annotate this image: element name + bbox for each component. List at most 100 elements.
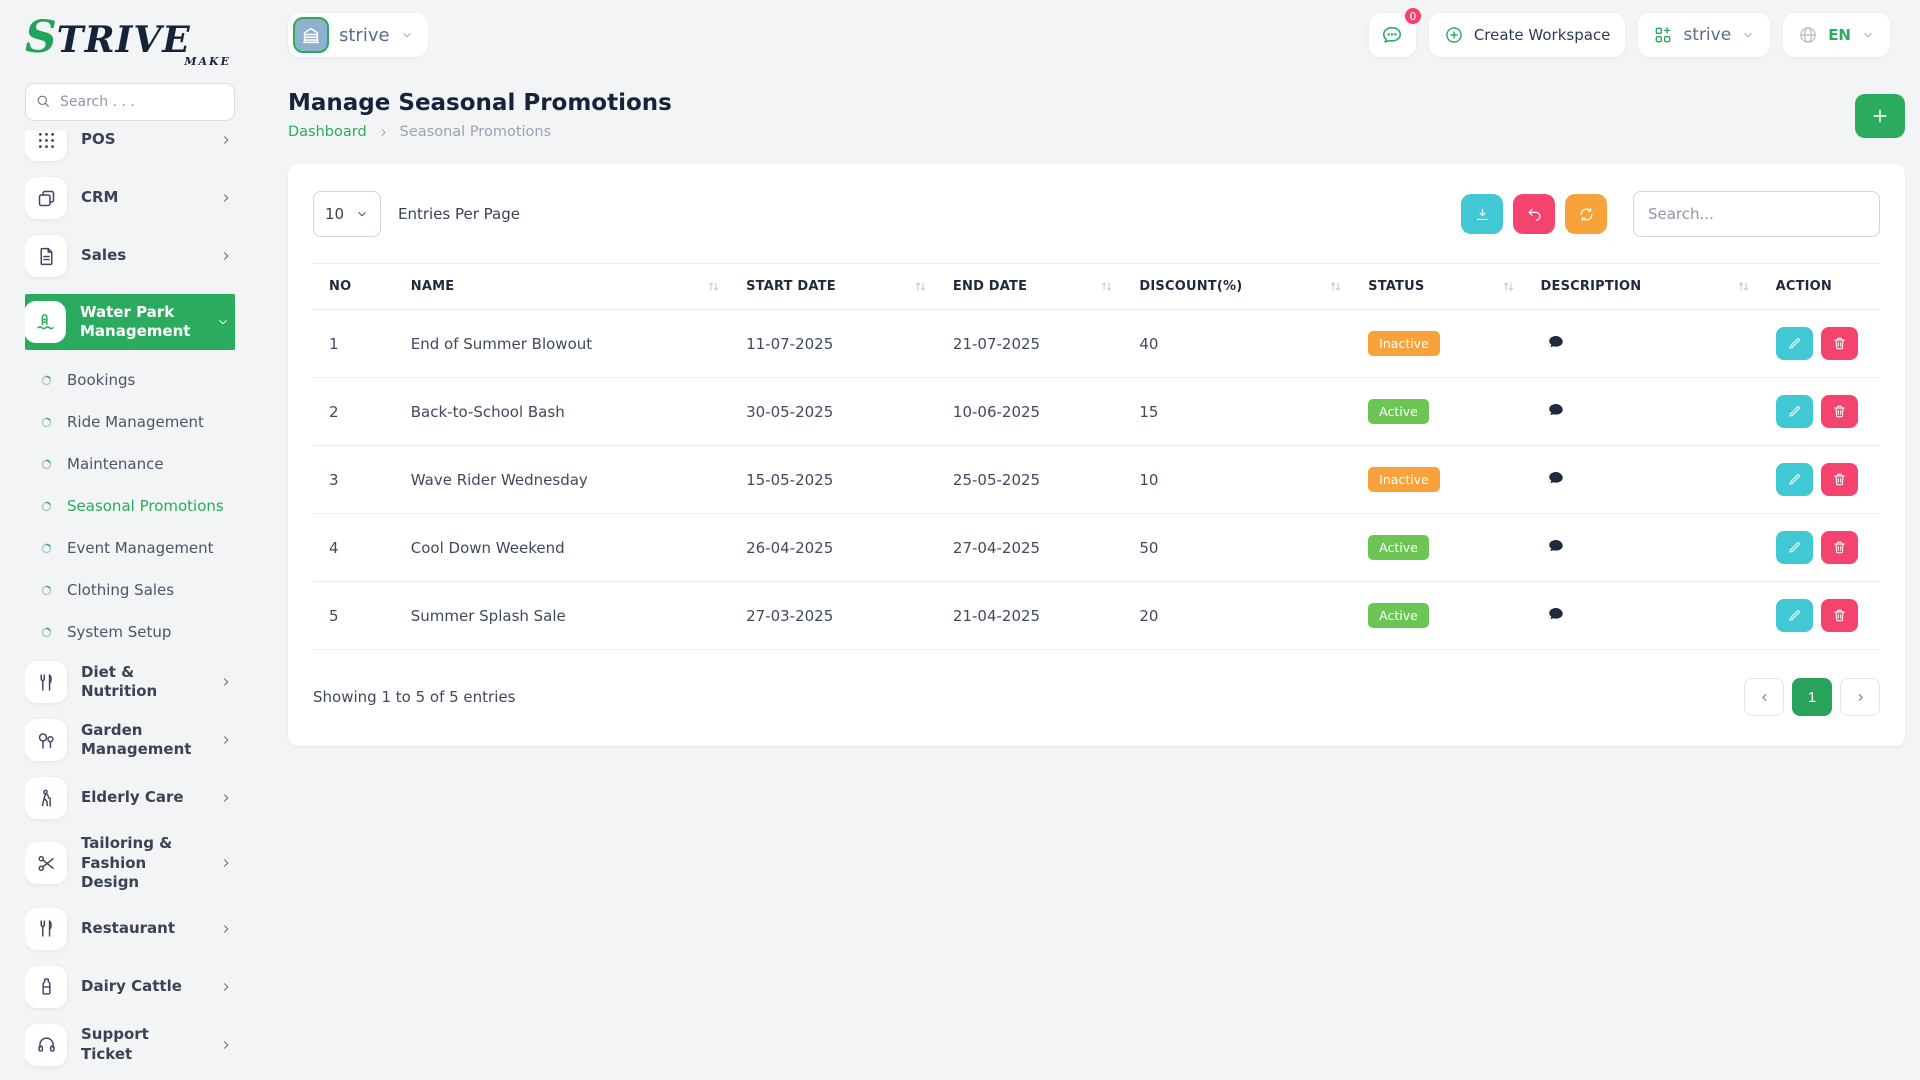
sidebar-subitem-bookings[interactable]: Bookings	[25, 360, 235, 400]
cell-status: Inactive	[1358, 445, 1531, 514]
column-header-discount[interactable]: DISCOUNT(%)	[1129, 263, 1359, 310]
workspace-selector[interactable]: strive	[288, 13, 428, 57]
sidebar-item-label: Elderly Care	[81, 788, 184, 807]
chat-button[interactable]: 0	[1368, 6, 1423, 57]
delete-button[interactable]	[1820, 599, 1858, 632]
trees-icon	[25, 719, 67, 761]
column-header-status[interactable]: STATUS	[1358, 263, 1531, 310]
topbar: strive 0 Create Workspace strive	[259, 0, 1920, 70]
edit-button[interactable]	[1775, 463, 1813, 496]
delete-button[interactable]	[1820, 327, 1858, 360]
cell-action	[1765, 445, 1880, 514]
cell-status: Active	[1358, 581, 1531, 650]
column-header-start-date[interactable]: START DATE	[736, 263, 943, 310]
sidebar-item-dairy-cattle[interactable]: Dairy Cattle	[25, 965, 235, 1009]
edit-button[interactable]	[1775, 327, 1813, 360]
sidebar-subitem-seasonal-promotions[interactable]: Seasonal Promotions	[25, 486, 235, 526]
pagination-page-1-button[interactable]: 1	[1792, 678, 1832, 716]
sidebar-subitem-label: Clothing Sales	[67, 581, 175, 599]
sidebar-item-pos[interactable]: POS	[25, 131, 235, 162]
sidebar-subitem-event-management[interactable]: Event Management	[25, 528, 235, 568]
sidebar-subitem-system-setup[interactable]: System Setup	[25, 612, 235, 652]
sidebar-subitem-label: Bookings	[67, 371, 136, 389]
circle-bullet-icon	[40, 584, 53, 597]
column-header-name[interactable]: NAME	[400, 263, 737, 310]
sidebar-item-label: Diet & Nutrition	[81, 662, 158, 701]
workspace-switcher[interactable]: strive	[1638, 13, 1771, 57]
table-row: 3 Wave Rider Wednesday 15-05-2025 25-05-202…	[313, 445, 1880, 514]
cell-end-date: 21-07-2025	[942, 309, 1130, 378]
breadcrumb-dashboard-link[interactable]: Dashboard	[288, 124, 367, 140]
table-head: NO NAME START DATE END DATE DISCOUNT(%) STATU…	[313, 263, 1880, 310]
table-search-input[interactable]	[1633, 191, 1880, 237]
table-row: 1 End of Summer Blowout 11-07-2025 21-07-20…	[313, 309, 1880, 378]
search-icon	[35, 93, 51, 109]
sidebar-item-crm[interactable]: CRM	[25, 176, 235, 220]
sidebar-subitem-clothing-sales[interactable]: Clothing Sales	[25, 570, 235, 610]
entries-controls: 10 Entries Per Page	[313, 191, 520, 237]
scissors-icon	[25, 842, 67, 885]
column-header-end-date[interactable]: END DATE	[942, 263, 1130, 310]
description-bubble-icon[interactable]	[1541, 333, 1565, 351]
refresh-button[interactable]	[1565, 194, 1607, 234]
sidebar-item-water-park-management[interactable]: Water Park Management	[25, 294, 235, 350]
cell-no: 4	[313, 513, 401, 582]
cell-no: 2	[313, 377, 401, 446]
description-bubble-icon[interactable]	[1541, 537, 1565, 555]
sort-arrows-icon[interactable]	[1100, 280, 1119, 293]
entries-per-page-select[interactable]: 10	[313, 191, 381, 237]
sidebar-item-elderly-care[interactable]: Elderly Care	[25, 776, 235, 820]
description-bubble-icon[interactable]	[1541, 605, 1565, 623]
sidebar-item-diet-nutrition[interactable]: Diet & Nutrition	[25, 660, 235, 704]
edit-button[interactable]	[1775, 599, 1813, 632]
add-promotion-button[interactable]	[1855, 94, 1905, 138]
pagination-prev-button[interactable]	[1744, 678, 1784, 716]
sidebar-item-restaurant[interactable]: Restaurant	[25, 907, 235, 951]
sidebar-item-label: Water Park Management	[80, 302, 191, 341]
cell-end-date: 10-06-2025	[942, 377, 1130, 446]
sidebar-item-tailoring-fashion-design[interactable]: Tailoring & Fashion Design	[25, 834, 235, 893]
sidebar-subitem-ride-management[interactable]: Ride Management	[25, 402, 235, 442]
cell-action	[1765, 309, 1880, 378]
sidebar-item-sales[interactable]: Sales	[25, 234, 235, 278]
chevron-down-icon	[1741, 28, 1755, 42]
sidebar-item-support-ticket[interactable]: Support Ticket	[25, 1023, 235, 1067]
cell-end-date: 21-04-2025	[942, 581, 1130, 650]
delete-button[interactable]	[1820, 463, 1858, 496]
sort-arrows-icon[interactable]	[1329, 280, 1348, 293]
delete-button[interactable]	[1820, 531, 1858, 564]
status-badge: Inactive	[1368, 467, 1440, 492]
description-bubble-icon[interactable]	[1541, 469, 1565, 487]
sort-arrows-icon[interactable]	[1737, 280, 1756, 293]
cell-description	[1530, 309, 1766, 378]
edit-button[interactable]	[1775, 531, 1813, 564]
chevron-right-icon	[219, 675, 233, 689]
create-workspace-button[interactable]: Create Workspace	[1428, 13, 1626, 57]
entries-per-page-value: 10	[324, 205, 345, 223]
waterslide-icon	[25, 301, 66, 343]
chat-badge: 0	[1402, 6, 1423, 26]
sidebar-item-garden-management[interactable]: Garden Management	[25, 718, 235, 762]
delete-button[interactable]	[1820, 395, 1858, 428]
page-title: Manage Seasonal Promotions	[288, 90, 672, 116]
export-download-button[interactable]	[1461, 194, 1503, 234]
column-header-description[interactable]: DESCRIPTION	[1530, 263, 1766, 310]
description-bubble-icon[interactable]	[1541, 401, 1565, 419]
undo-button[interactable]	[1513, 194, 1555, 234]
chevron-right-icon	[219, 733, 233, 747]
pagination-next-button[interactable]	[1840, 678, 1880, 716]
sidebar-subitem-maintenance[interactable]: Maintenance	[25, 444, 235, 484]
column-label: END DATE	[952, 279, 1028, 294]
cell-name: Back-to-School Bash	[400, 377, 737, 446]
sidebar-search	[25, 83, 235, 121]
cutlery-icon	[25, 907, 67, 950]
circle-bullet-icon	[40, 542, 53, 555]
cell-end-date: 27-04-2025	[942, 513, 1130, 582]
sort-arrows-icon[interactable]	[914, 280, 933, 293]
edit-button[interactable]	[1775, 395, 1813, 428]
chat-icon	[1381, 24, 1403, 46]
sidebar-search-input[interactable]	[25, 83, 235, 121]
sort-arrows-icon[interactable]	[707, 280, 726, 293]
sort-arrows-icon[interactable]	[1502, 280, 1521, 293]
language-selector[interactable]: EN	[1783, 13, 1890, 57]
